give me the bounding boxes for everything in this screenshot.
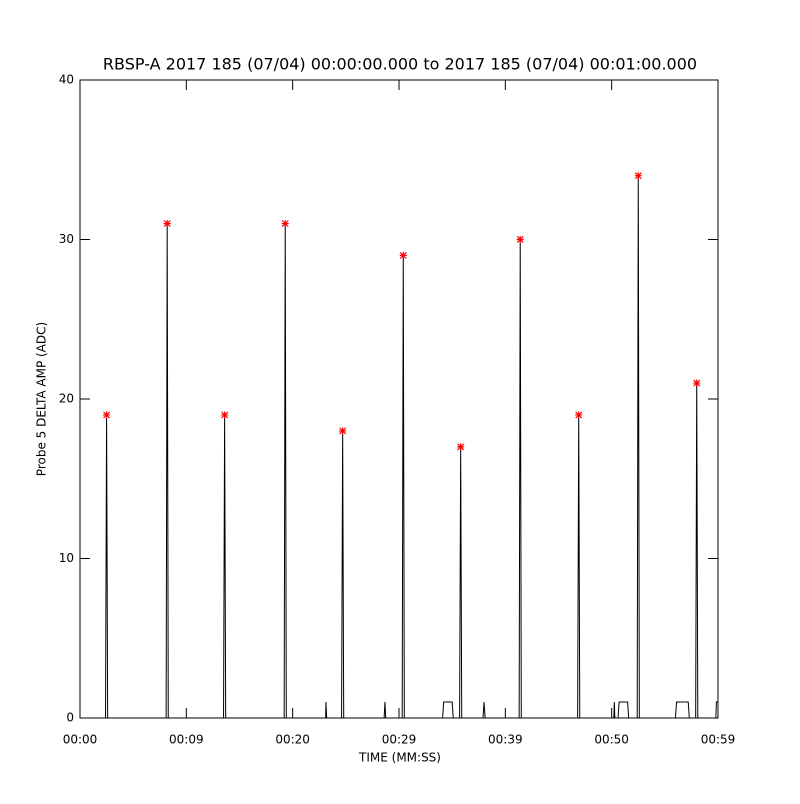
x-tick-label: 00:20 (275, 733, 310, 747)
marker (339, 427, 347, 435)
marker (163, 220, 171, 228)
marker (103, 411, 111, 419)
marker (575, 411, 583, 419)
marker (457, 443, 465, 451)
x-axis-label: TIME (MM:SS) (358, 751, 441, 765)
y-tick-label: 0 (66, 711, 74, 725)
marker (281, 220, 289, 228)
y-tick-label: 40 (59, 73, 74, 87)
marker (399, 251, 407, 259)
x-tick-label: 00:59 (701, 733, 736, 747)
y-axis-label: Probe 5 DELTA AMP (ADC) (35, 322, 49, 476)
marker (693, 379, 701, 387)
y-tick-label: 20 (59, 392, 74, 406)
y-tick-label: 30 (59, 232, 74, 246)
x-tick-label: 00:09 (169, 733, 204, 747)
y-tick-label: 10 (59, 551, 74, 565)
x-tick-label: 00:29 (382, 733, 417, 747)
marker (221, 411, 229, 419)
x-tick-label: 00:50 (594, 733, 629, 747)
marker (634, 172, 642, 180)
x-tick-label: 00:00 (63, 733, 98, 747)
marker (516, 236, 524, 243)
chart-title: RBSP-A 2017 185 (07/04) 00:00:00.000 to … (103, 55, 697, 74)
x-tick-label: 00:39 (488, 733, 523, 747)
